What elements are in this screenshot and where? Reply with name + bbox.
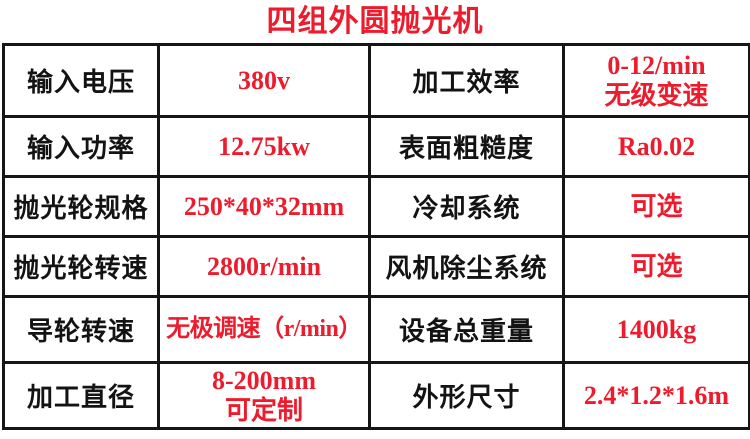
- page-title: 四组外圆抛光机: [266, 5, 484, 38]
- spec-label-input-power: 输入功率: [2, 115, 160, 178]
- spec-label-cooling-system: 冷却系统: [368, 175, 565, 238]
- spec-value-input-power: 12.75kw: [157, 115, 371, 178]
- spec-value-dimensions: 2.4*1.2*1.6m: [562, 361, 750, 430]
- spec-table: 输入电压 380v 加工效率 0-12/min 无级变速 输入功率 12.75k…: [2, 43, 750, 430]
- table-row: 导轮转速 无极调速（r/min） 设备总重量 1400kg: [2, 295, 750, 364]
- spec-label-efficiency: 加工效率: [368, 43, 565, 118]
- table-row: 输入功率 12.75kw 表面粗糙度 Ra0.02: [2, 115, 750, 178]
- spec-value-wheel-size: 250*40*32mm: [157, 175, 371, 238]
- spec-label-work-diameter: 加工直径: [2, 361, 160, 430]
- table-row: 抛光轮规格 250*40*32mm 冷却系统 可选: [2, 175, 750, 238]
- spec-label-roughness: 表面粗糙度: [368, 115, 565, 178]
- table-row: 抛光轮转速 2800r/min 风机除尘系统 可选: [2, 235, 750, 298]
- spec-label-input-voltage: 输入电压: [2, 43, 160, 118]
- spec-label-dimensions: 外形尺寸: [368, 361, 565, 430]
- spec-value-total-weight: 1400kg: [562, 295, 750, 364]
- spec-label-total-weight: 设备总重量: [368, 295, 565, 364]
- spec-label-wheel-size: 抛光轮规格: [2, 175, 160, 238]
- spec-value-cooling-system: 可选: [562, 175, 750, 238]
- spec-value-dust-system: 可选: [562, 235, 750, 298]
- spec-value-guide-wheel-speed: 无极调速（r/min）: [157, 295, 371, 364]
- spec-value-wheel-speed: 2800r/min: [157, 235, 371, 298]
- table-row: 加工直径 8-200mm 可定制 外形尺寸 2.4*1.2*1.6m: [2, 361, 750, 430]
- table-row: 输入电压 380v 加工效率 0-12/min 无级变速: [2, 43, 750, 118]
- spec-value-input-voltage: 380v: [157, 43, 371, 118]
- spec-value-roughness: Ra0.02: [562, 115, 750, 178]
- spec-value-efficiency: 0-12/min 无级变速: [562, 43, 750, 118]
- spec-label-wheel-speed: 抛光轮转速: [2, 235, 160, 298]
- spec-label-dust-system: 风机除尘系统: [368, 235, 565, 298]
- spec-label-guide-wheel-speed: 导轮转速: [2, 295, 160, 364]
- spec-value-work-diameter: 8-200mm 可定制: [157, 361, 371, 430]
